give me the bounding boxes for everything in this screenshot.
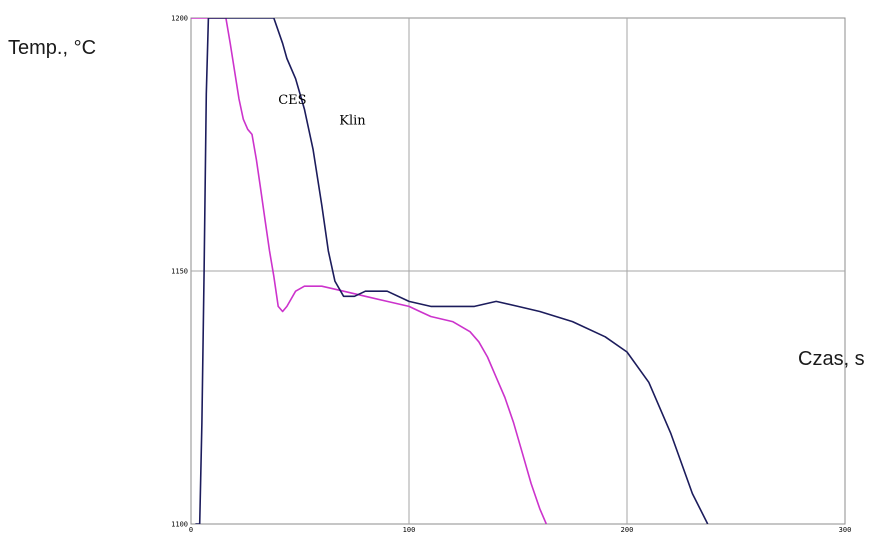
annotation-ces: CES <box>278 93 306 108</box>
x-tick-label: 300 <box>839 526 852 534</box>
gridlines <box>191 18 845 524</box>
y-tick-label: 1200 <box>171 15 188 23</box>
tick-labels: 1100 1150 1200 0 100 200 300 <box>171 15 851 535</box>
series-line-klin <box>195 18 709 524</box>
y-tick-label: 1150 <box>171 268 188 276</box>
y-tick-label: 1100 <box>171 521 188 529</box>
x-tick-label: 100 <box>403 526 416 534</box>
series-lines <box>191 18 709 524</box>
annotation-klin: Klin <box>339 113 366 128</box>
x-axis-label: Czas, s <box>798 348 865 370</box>
y-axis-label: Temp., °C <box>8 37 97 59</box>
annotations: CES Klin <box>278 93 366 128</box>
x-tick-label: 200 <box>621 526 634 534</box>
x-tick-label: 0 <box>189 526 193 534</box>
series-line-ces <box>191 18 548 524</box>
